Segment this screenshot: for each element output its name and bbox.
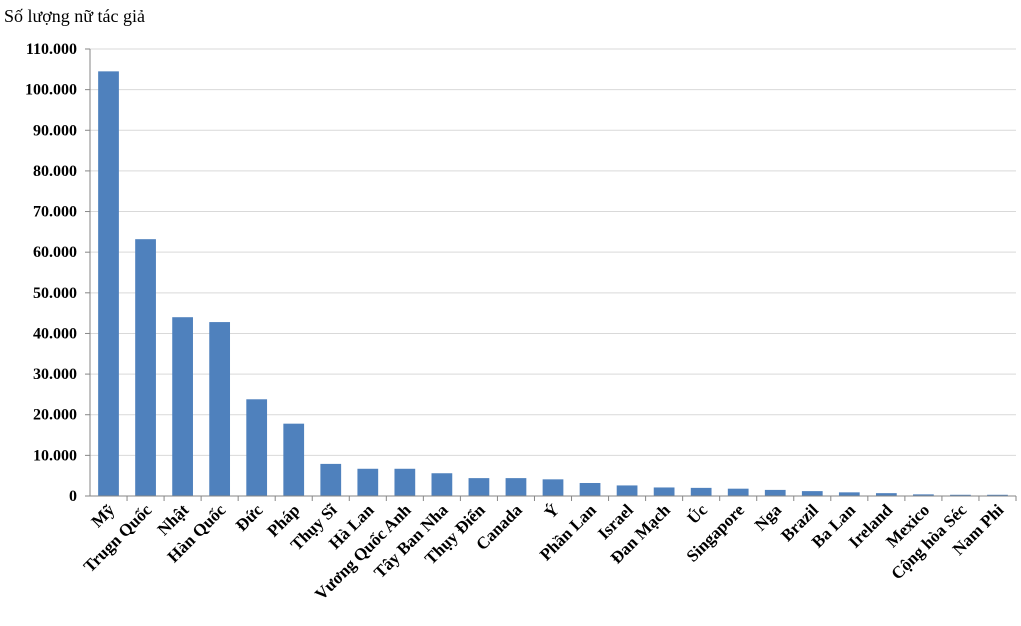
y-tick-label: 50.000 [33,285,77,302]
bar [468,478,490,496]
bar [987,494,1008,496]
bar [875,493,897,496]
bar [764,489,786,496]
y-tick-label: 110.000 [26,41,77,58]
bar [172,317,193,496]
bar [283,423,305,496]
bar [209,322,231,496]
bar [801,491,823,496]
bar [98,71,119,496]
bar [690,487,712,496]
bar [950,494,971,496]
x-tick-label: Ý [541,500,563,522]
x-tick-label: Đức [232,500,267,535]
x-tick-label: Úc [684,500,712,528]
bar [653,487,675,496]
y-tick-label: 100.000 [25,82,77,99]
y-tick-label: 90.000 [33,122,77,139]
y-tick-label: 30.000 [33,366,77,383]
y-tick-label: 40.000 [33,325,77,342]
x-tick-label: Mỹ [88,500,119,531]
bar [320,463,342,496]
y-axis-ticks: 0 10.000 20.000 30.000 40.000 50.000 60.000 70.… [25,41,90,505]
bar [838,492,860,496]
bar [135,239,156,497]
bar [579,482,601,496]
bar [357,468,379,496]
y-tick-label: 60.000 [33,244,77,261]
bar [727,488,749,496]
bar [246,399,268,496]
bar [394,468,416,496]
y-tick-label: 0 [69,488,77,505]
gridlines [90,48,1016,497]
y-tick-label: 70.000 [33,204,77,221]
x-tick-label: Trugn Quốc [80,500,156,576]
y-tick-label: 80.000 [33,163,77,180]
bar [431,473,453,496]
y-tick-label: 10.000 [33,447,77,464]
bars [98,71,1017,501]
bar [616,485,638,496]
y-tick-label: 20.000 [33,407,77,424]
bar [505,478,527,496]
y-axis-label: Số lượng nữ tác giả [4,6,145,26]
bar [542,479,564,496]
bar [913,494,934,496]
